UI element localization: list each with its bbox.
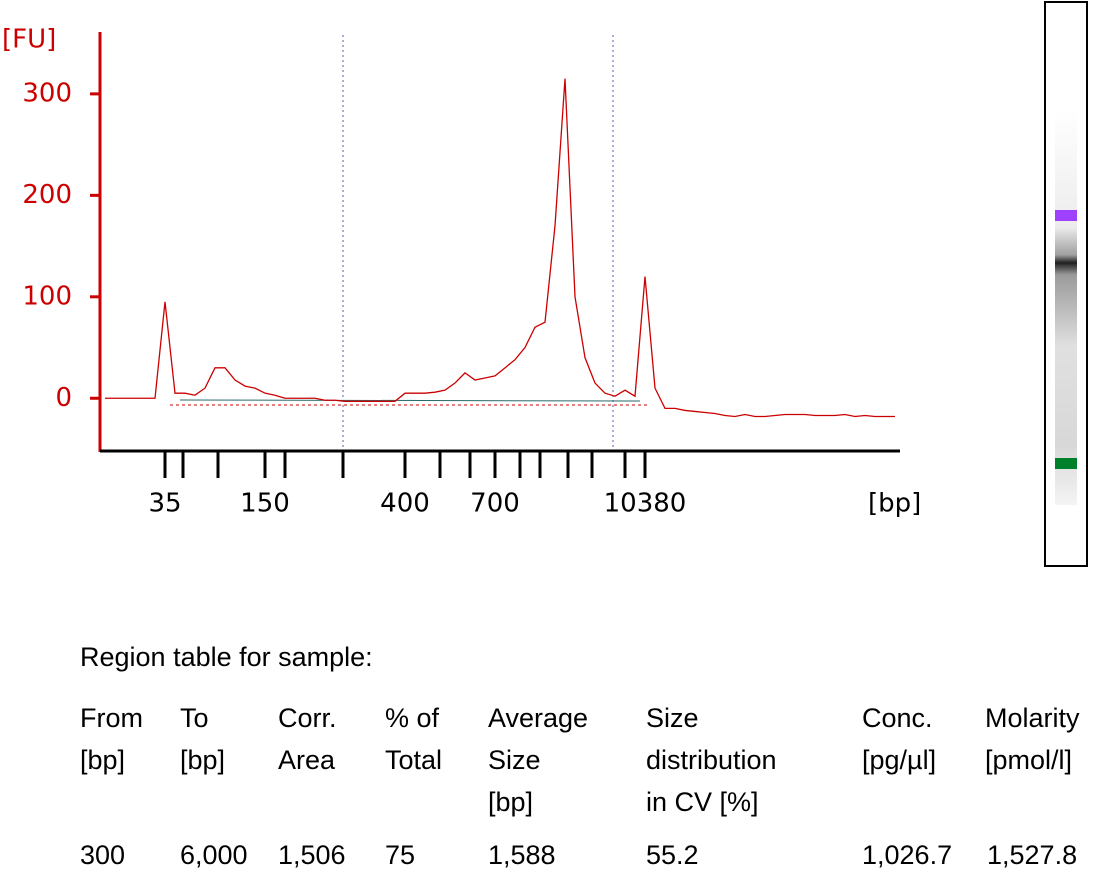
- header-cell: Total: [385, 745, 443, 775]
- y-tick-label: 200: [22, 180, 72, 210]
- gel-band-strip: [1055, 108, 1077, 505]
- chart: [FU] [bp] 0 100 200 300 35 150 400 700 10380: [2, 1, 1088, 567]
- header-cell: [bp]: [180, 745, 226, 775]
- header-cell: [pmol/l]: [985, 745, 1073, 775]
- trace: [105, 78, 895, 418]
- table-cell: 1,506: [278, 840, 346, 870]
- y-tick-label: 300: [22, 78, 72, 108]
- x-tick-label: 150: [240, 489, 290, 519]
- header-cell: % of: [385, 703, 440, 733]
- lower-marker: [1055, 458, 1077, 469]
- header-cell: Size: [646, 703, 699, 733]
- header-cell: distribution: [646, 745, 777, 775]
- y-tick-label: 0: [55, 383, 72, 413]
- upper-marker: [1055, 210, 1077, 221]
- fit-baseline: [179, 399, 641, 402]
- header-cell: Average: [488, 703, 589, 733]
- table-cell: 55.2: [646, 840, 699, 870]
- header-cell: [pg/µl]: [862, 745, 937, 775]
- header-cell: Area: [278, 745, 336, 775]
- header-cell: Molarity: [985, 703, 1080, 733]
- x-tick-label: 10380: [604, 489, 687, 519]
- header-cell: in CV [%]: [646, 787, 759, 817]
- table-cell: 1,026.7: [862, 840, 953, 870]
- table-cell: 75: [385, 840, 416, 870]
- table-title: Region table for sample:: [80, 642, 373, 672]
- y-tick-label: 100: [22, 281, 72, 311]
- x-tick-label: 400: [380, 489, 430, 519]
- ladder-ticks: [181, 451, 627, 478]
- header-cell: To: [180, 703, 209, 733]
- header-cell: Corr.: [278, 703, 337, 733]
- x-tick-label: 35: [148, 489, 181, 519]
- table-cell: 300: [80, 840, 126, 870]
- table-cell: 6,000: [180, 840, 248, 870]
- y-axis-label: [FU]: [2, 25, 56, 55]
- header-cell: Size: [488, 745, 541, 775]
- header-cell: Conc.: [862, 703, 933, 733]
- header-cell: [bp]: [488, 787, 534, 817]
- header-cell: From: [80, 703, 143, 733]
- header-cell: [bp]: [80, 745, 126, 775]
- x-tick-label: 700: [470, 489, 520, 519]
- table-cell: 1,527.8: [987, 840, 1078, 870]
- table-cell: 1,588: [488, 840, 556, 870]
- x-axis-label: [bp]: [868, 489, 921, 519]
